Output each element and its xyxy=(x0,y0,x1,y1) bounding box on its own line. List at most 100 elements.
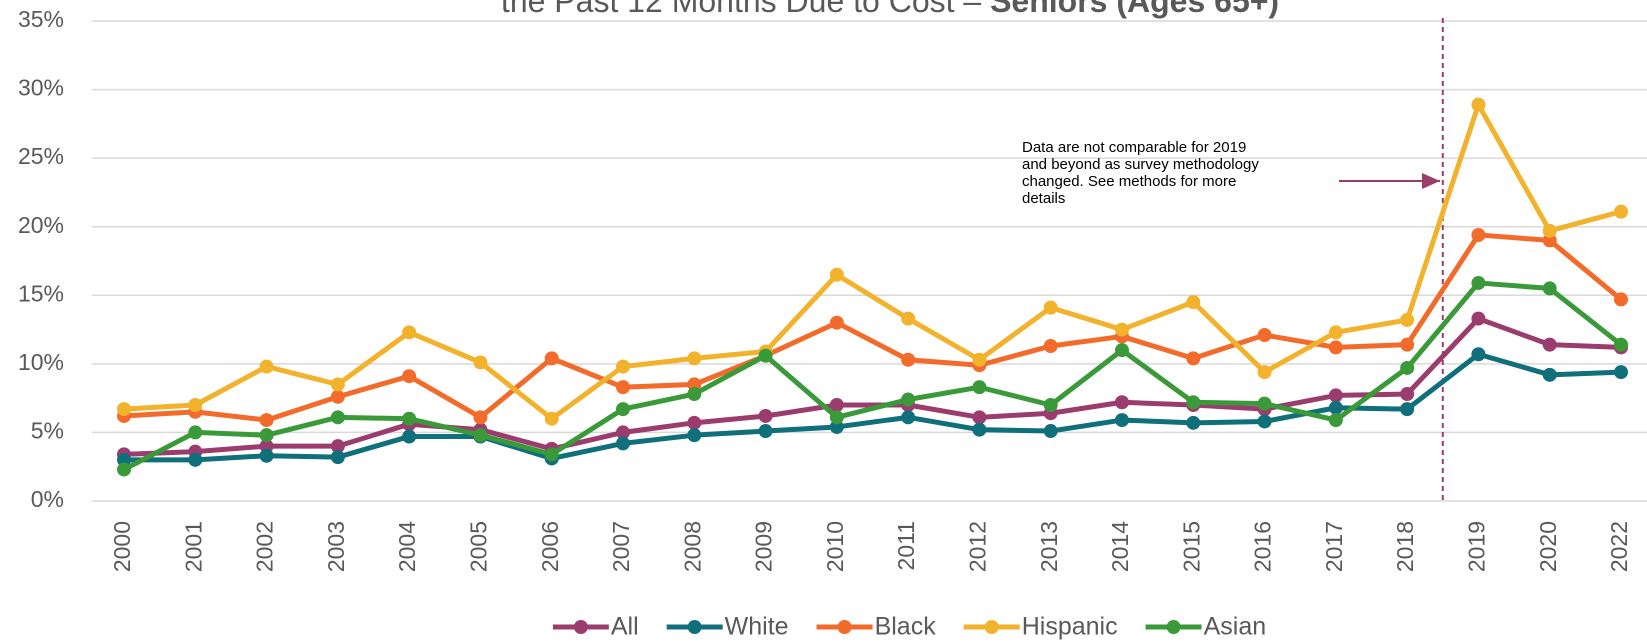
data-point xyxy=(1614,365,1628,380)
chart-title: the Past 12 Months Due to Cost – Seniors… xyxy=(501,0,1279,19)
data-point xyxy=(972,352,987,367)
data-point xyxy=(687,387,702,402)
legend-label: Black xyxy=(875,613,937,641)
legend-swatch-dot xyxy=(687,620,702,634)
x-tick-label: 2016 xyxy=(1250,521,1276,572)
data-point xyxy=(972,422,987,437)
data-point xyxy=(117,462,131,477)
data-point xyxy=(901,352,916,367)
data-point xyxy=(616,436,630,451)
annotation-text: changed. See methods for more xyxy=(1022,173,1236,190)
series-line xyxy=(123,232,1623,423)
data-point xyxy=(330,439,345,454)
legend-swatch-dot xyxy=(573,620,588,634)
data-point xyxy=(687,377,702,392)
data-point xyxy=(1400,402,1415,417)
data-point xyxy=(1542,233,1557,248)
data-point xyxy=(1542,367,1557,382)
x-tick-label: 2018 xyxy=(1392,521,1418,572)
data-point xyxy=(544,447,559,462)
legend-swatch-dot xyxy=(984,620,999,634)
y-tick-label: 10% xyxy=(18,349,64,375)
data-point xyxy=(1471,275,1486,290)
data-point xyxy=(473,355,488,370)
legend-swatch-dot xyxy=(1166,620,1181,634)
legend-label: Hispanic xyxy=(1022,613,1118,641)
data-point xyxy=(901,392,916,407)
data-point xyxy=(1115,395,1129,410)
data-point xyxy=(330,389,345,404)
data-point xyxy=(188,452,203,467)
data-point xyxy=(1043,398,1058,412)
data-point xyxy=(473,428,488,443)
data-point xyxy=(544,411,559,426)
data-point xyxy=(687,428,702,443)
x-tick-label: 2015 xyxy=(1178,521,1204,572)
data-point xyxy=(544,351,559,366)
data-point xyxy=(687,351,702,366)
annotation-text: details xyxy=(1022,190,1065,207)
x-tick-label: 2012 xyxy=(965,521,991,572)
x-tick-label: 2011 xyxy=(893,521,919,570)
data-point xyxy=(473,410,488,425)
x-tick-label: 2004 xyxy=(394,521,420,572)
x-tick-label: 2003 xyxy=(323,521,349,572)
data-point xyxy=(1614,292,1628,307)
data-point xyxy=(1328,325,1343,340)
data-point xyxy=(1542,281,1557,296)
x-tick-label: 2013 xyxy=(1036,521,1062,572)
data-point xyxy=(1115,343,1129,358)
data-point xyxy=(829,267,844,282)
data-point xyxy=(1400,312,1415,327)
data-point xyxy=(402,325,417,340)
data-point xyxy=(259,439,274,454)
data-point xyxy=(259,448,274,463)
data-point xyxy=(1257,328,1272,343)
title-text: the Past 12 Months Due to Cost – xyxy=(501,0,990,19)
x-tick-label: 2022 xyxy=(1606,521,1632,572)
x-tick-label: 2019 xyxy=(1464,521,1490,572)
data-point xyxy=(1115,413,1129,428)
y-tick-label: 25% xyxy=(18,143,64,169)
data-point xyxy=(1257,365,1272,380)
data-point xyxy=(1328,388,1343,403)
series-line xyxy=(123,102,1622,422)
annotation-text: and beyond as survey methodology xyxy=(1022,156,1259,173)
legend-label: All xyxy=(611,613,639,641)
data-point xyxy=(1614,204,1628,219)
data-point xyxy=(901,410,916,425)
x-tick-label: 2020 xyxy=(1535,521,1561,572)
data-point xyxy=(901,311,916,326)
y-tick-label: 35% xyxy=(18,6,64,32)
data-point xyxy=(972,380,987,395)
data-point xyxy=(330,377,345,392)
data-point xyxy=(1471,227,1486,242)
data-point xyxy=(1328,413,1343,428)
data-point xyxy=(259,428,274,443)
data-point xyxy=(616,380,630,395)
x-tick-label: 2007 xyxy=(608,521,634,572)
data-point xyxy=(1186,415,1201,430)
x-tick-label: 2009 xyxy=(751,521,777,572)
data-point xyxy=(330,410,345,425)
data-point xyxy=(1186,295,1201,310)
data-point xyxy=(1471,311,1486,326)
data-point xyxy=(616,359,630,374)
y-tick-label: 15% xyxy=(18,280,64,306)
data-point xyxy=(1257,414,1272,429)
x-tick-label: 2006 xyxy=(537,521,563,572)
title-bold: Seniors (Ages 65+) xyxy=(990,0,1279,19)
legend-label: Asian xyxy=(1204,613,1267,641)
data-point xyxy=(1400,387,1415,402)
data-point xyxy=(402,429,417,444)
data-point xyxy=(1400,360,1415,375)
data-point xyxy=(758,424,773,439)
y-tick-label: 5% xyxy=(31,418,64,444)
data-point xyxy=(758,408,773,423)
x-tick-label: 2017 xyxy=(1321,521,1347,572)
data-point xyxy=(829,410,844,425)
legend-label: White xyxy=(725,613,789,641)
data-point xyxy=(758,348,773,363)
data-point xyxy=(829,398,844,412)
series-line xyxy=(122,280,1623,472)
